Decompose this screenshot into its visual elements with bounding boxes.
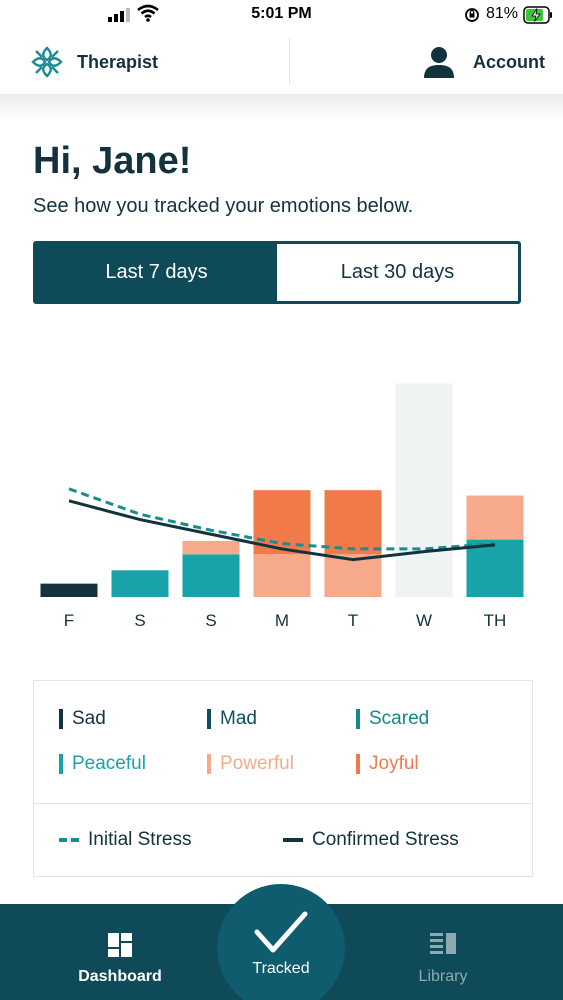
legend-label-joyful: Joyful xyxy=(369,753,419,774)
bar-joyful-4 xyxy=(324,490,382,555)
x-tick-label-0: F xyxy=(64,611,74,630)
confirmed-stress-swatch xyxy=(283,838,303,842)
legend-label-confirmed-stress: Confirmed Stress xyxy=(312,829,459,850)
legend-label-scared: Scared xyxy=(369,708,430,729)
status-time: 5:01 PM xyxy=(251,5,312,22)
tracked-button[interactable]: Tracked xyxy=(217,884,345,1000)
header-shadow xyxy=(0,94,563,122)
legend-item-joyful: Joyful xyxy=(356,753,419,775)
x-tick-label-4: T xyxy=(348,611,358,630)
legend-swatch-sad xyxy=(59,709,63,729)
legend-item-sad: Sad xyxy=(59,708,106,730)
legend-swatch-peaceful xyxy=(59,754,63,774)
bar-peaceful-6 xyxy=(466,539,524,597)
checkmark-icon xyxy=(254,911,308,953)
legend-label-peaceful: Peaceful xyxy=(72,753,146,774)
legend-swatch-mad xyxy=(207,709,211,729)
account-label: Account xyxy=(473,51,545,72)
x-tick-label-3: M xyxy=(275,611,289,630)
battery-charging-icon xyxy=(523,6,552,24)
bar-powerful-3 xyxy=(253,554,311,597)
page-title: Hi, Jane! xyxy=(33,140,192,182)
legend-label-powerful: Powerful xyxy=(220,753,294,774)
legend-label-mad: Mad xyxy=(220,708,257,729)
bar-peaceful-1 xyxy=(111,570,169,597)
bar-peaceful-2 xyxy=(182,554,240,597)
x-tick-label-6: TH xyxy=(484,611,507,630)
bar-powerful-6 xyxy=(466,495,524,540)
legend-item-scared: Scared xyxy=(356,708,429,730)
legend-label-initial-stress: Initial Stress xyxy=(88,829,192,850)
legend-swatch-powerful xyxy=(207,754,211,774)
signal-icon xyxy=(108,8,130,22)
battery-percent: 81% xyxy=(486,5,519,22)
emotion-chart: F S S M T W TH xyxy=(40,383,524,630)
nav-dashboard-label: Dashboard xyxy=(78,968,162,985)
tab-last-7-days[interactable]: Last 7 days xyxy=(36,244,277,301)
app-header: Therapist Account xyxy=(0,32,563,94)
tab-last-30-days[interactable]: Last 30 days xyxy=(277,244,518,301)
x-tick-label-2: S xyxy=(205,611,216,630)
period-tabs: Last 7 days Last 30 days xyxy=(33,241,521,304)
dashboard-icon xyxy=(108,933,132,957)
bar-powerful-4 xyxy=(324,554,382,597)
nav-library-label: Library xyxy=(418,968,468,985)
page-subtitle: See how you tracked your emotions below. xyxy=(33,195,414,217)
header-divider xyxy=(289,38,290,84)
legend-item-confirmed-stress: Confirmed Stress xyxy=(283,829,459,851)
nav-library[interactable]: Library xyxy=(373,904,513,1000)
bar-sad-0 xyxy=(40,583,98,597)
legend-divider xyxy=(34,803,532,804)
x-tick-label-1: S xyxy=(134,611,145,630)
chart-legend: Sad Mad Scared Peaceful Powerful Joyful … xyxy=(33,680,533,877)
tracked-label: Tracked xyxy=(252,960,310,977)
account-link[interactable]: Account xyxy=(423,44,545,80)
legend-item-mad: Mad xyxy=(207,708,257,730)
account-icon xyxy=(424,47,454,78)
legend-item-powerful: Powerful xyxy=(207,753,294,775)
legend-item-initial-stress: Initial Stress xyxy=(59,829,191,851)
line-confirmed-stress xyxy=(68,499,496,562)
legend-label-sad: Sad xyxy=(72,708,106,729)
initial-stress-swatch xyxy=(59,838,79,842)
x-tick-label-5: W xyxy=(416,611,432,630)
bar-placeholder-5 xyxy=(395,383,453,597)
bar-powerful-2 xyxy=(182,540,240,555)
status-bar: 5:01 PM 81% xyxy=(0,0,563,30)
legend-item-peaceful: Peaceful xyxy=(59,753,146,775)
logo-icon xyxy=(31,46,63,78)
legend-swatch-scared xyxy=(356,709,360,729)
wifi-icon xyxy=(137,4,159,22)
nav-dashboard[interactable]: Dashboard xyxy=(50,904,190,1000)
orientation-lock-icon xyxy=(465,8,479,22)
library-icon xyxy=(430,933,456,954)
therapist-link[interactable]: Therapist xyxy=(30,44,158,80)
legend-swatch-joyful xyxy=(356,754,360,774)
therapist-label: Therapist xyxy=(77,51,159,72)
